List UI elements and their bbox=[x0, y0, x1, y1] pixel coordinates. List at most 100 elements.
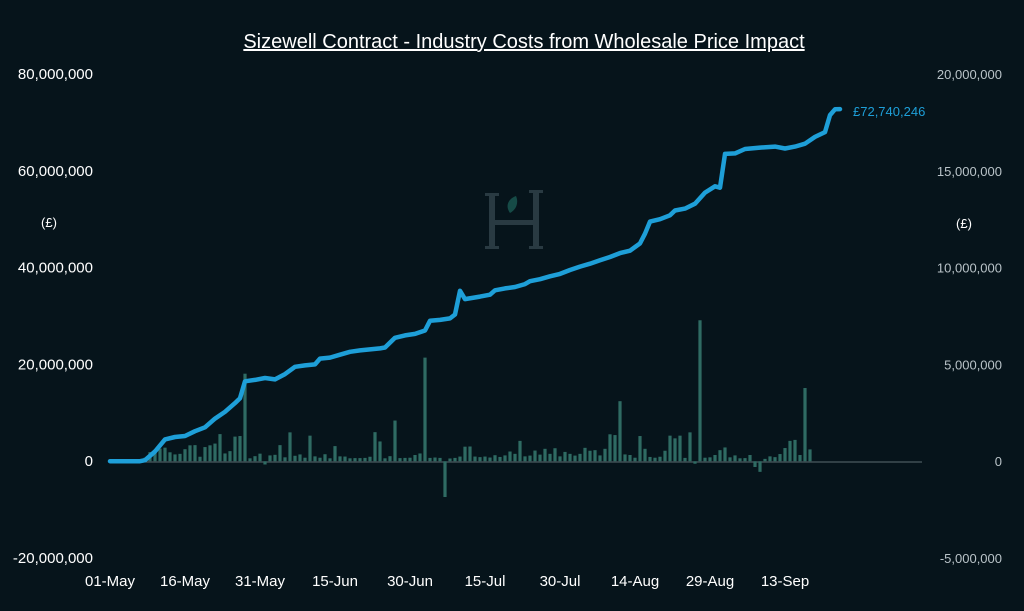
daily-cost-bar bbox=[243, 373, 247, 462]
daily-cost-bar bbox=[633, 457, 637, 462]
daily-cost-bar bbox=[628, 455, 632, 462]
daily-cost-bar bbox=[688, 432, 692, 462]
daily-cost-bar bbox=[188, 445, 192, 462]
x-tick-label: 30-Jul bbox=[540, 573, 581, 590]
daily-cost-bar bbox=[768, 456, 772, 462]
right-tick-label: 20,000,000 bbox=[937, 67, 1002, 82]
left-tick-label: 60,000,000 bbox=[18, 163, 93, 180]
daily-cost-bar bbox=[403, 457, 407, 462]
left-tick-label: 40,000,000 bbox=[18, 260, 93, 277]
daily-cost-bar bbox=[333, 446, 337, 462]
daily-cost-bar bbox=[653, 457, 657, 462]
daily-cost-bar bbox=[503, 455, 507, 462]
daily-cost-bar bbox=[368, 456, 372, 462]
daily-cost-bar bbox=[608, 434, 612, 462]
right-tick-label: -5,000,000 bbox=[940, 551, 1002, 566]
daily-cost-bar bbox=[413, 455, 417, 462]
right-tick-label: 15,000,000 bbox=[937, 164, 1002, 179]
daily-cost-bar bbox=[703, 457, 707, 462]
daily-cost-bar bbox=[398, 458, 402, 462]
daily-cost-bar bbox=[343, 456, 347, 462]
daily-cost-bar bbox=[573, 455, 577, 462]
x-tick-label: 15-Jul bbox=[465, 573, 506, 590]
daily-cost-bar bbox=[593, 450, 597, 462]
daily-cost-bar bbox=[213, 443, 217, 462]
daily-cost-bar bbox=[383, 458, 387, 462]
daily-cost-bar bbox=[568, 453, 572, 462]
daily-cost-bar bbox=[328, 458, 332, 462]
daily-cost-bar bbox=[373, 432, 377, 462]
daily-cost-bar bbox=[433, 457, 437, 462]
daily-cost-bar bbox=[438, 457, 442, 462]
x-tick-label: 14-Aug bbox=[611, 573, 659, 590]
daily-cost-bar bbox=[528, 455, 532, 462]
daily-cost-bar bbox=[743, 458, 747, 462]
daily-cost-bar bbox=[478, 457, 482, 462]
daily-cost-bar bbox=[428, 457, 432, 462]
left-tick-label: -20,000,000 bbox=[13, 550, 93, 567]
daily-cost-bar bbox=[278, 445, 282, 462]
daily-cost-bar bbox=[668, 435, 672, 462]
daily-cost-bar bbox=[558, 456, 562, 462]
daily-cost-bar bbox=[203, 447, 207, 462]
daily-cost-bar bbox=[803, 388, 807, 462]
daily-cost-bar bbox=[248, 458, 252, 462]
daily-cost-bar bbox=[643, 448, 647, 462]
daily-cost-bar bbox=[253, 456, 257, 462]
daily-cost-bar bbox=[748, 455, 752, 462]
daily-cost-bar bbox=[293, 455, 297, 462]
daily-cost-bar bbox=[533, 450, 537, 462]
daily-cost-bar bbox=[718, 450, 722, 462]
daily-cost-bar bbox=[238, 436, 242, 462]
daily-cost-bar bbox=[723, 447, 727, 462]
daily-cost-bar bbox=[323, 454, 327, 462]
daily-cost-bar bbox=[483, 456, 487, 462]
daily-cost-bar bbox=[548, 453, 552, 462]
daily-cost-bar bbox=[358, 458, 362, 462]
daily-cost-bar bbox=[163, 447, 167, 462]
daily-cost-bar bbox=[443, 461, 447, 498]
daily-cost-bar bbox=[168, 452, 172, 462]
left-axis: 80,000,000 60,000,000 40,000,000 20,000,000… bbox=[13, 66, 93, 567]
x-tick-label: 30-Jun bbox=[387, 573, 433, 590]
daily-cost-bar bbox=[288, 432, 292, 462]
daily-cost-bar bbox=[198, 456, 202, 462]
daily-cost-bar bbox=[408, 457, 412, 462]
left-tick-label: 80,000,000 bbox=[18, 66, 93, 83]
x-tick-label: 01-May bbox=[85, 573, 136, 590]
right-axis-unit-label: (£) bbox=[956, 216, 972, 231]
right-tick-label: 10,000,000 bbox=[937, 261, 1002, 276]
daily-cost-bar bbox=[338, 456, 342, 462]
watermark-logo bbox=[485, 190, 543, 249]
daily-cost-bar bbox=[388, 456, 392, 462]
daily-cost-bar bbox=[223, 453, 227, 462]
daily-cost-bar bbox=[488, 457, 492, 462]
daily-cost-bar bbox=[598, 455, 602, 462]
daily-cost-bar bbox=[758, 461, 762, 472]
daily-cost-bar bbox=[613, 435, 617, 462]
daily-cost-bar bbox=[638, 436, 642, 462]
daily-cost-bar bbox=[708, 457, 712, 462]
daily-cost-bar bbox=[193, 445, 197, 462]
daily-cost-bar bbox=[298, 454, 302, 462]
daily-cost-bar bbox=[418, 453, 422, 462]
daily-cost-bar bbox=[233, 436, 237, 462]
daily-cost-bar bbox=[773, 457, 777, 462]
daily-cost-bar bbox=[793, 439, 797, 462]
daily-cost-bar bbox=[208, 445, 212, 462]
left-tick-label: 20,000,000 bbox=[18, 356, 93, 373]
right-tick-label: 0 bbox=[995, 454, 1002, 469]
daily-cost-bar bbox=[603, 448, 607, 462]
x-tick-label: 29-Aug bbox=[686, 573, 734, 590]
daily-cost-bar bbox=[713, 455, 717, 462]
daily-cost-bar bbox=[728, 457, 732, 462]
daily-cost-bar bbox=[788, 440, 792, 462]
daily-cost-bar bbox=[543, 448, 547, 462]
daily-cost-bar bbox=[678, 435, 682, 462]
daily-cost-bar bbox=[783, 448, 787, 462]
daily-cost-bar bbox=[283, 457, 287, 462]
daily-cost-bar bbox=[268, 455, 272, 462]
daily-cost-bar bbox=[623, 454, 627, 462]
daily-cost-bar bbox=[258, 453, 262, 462]
